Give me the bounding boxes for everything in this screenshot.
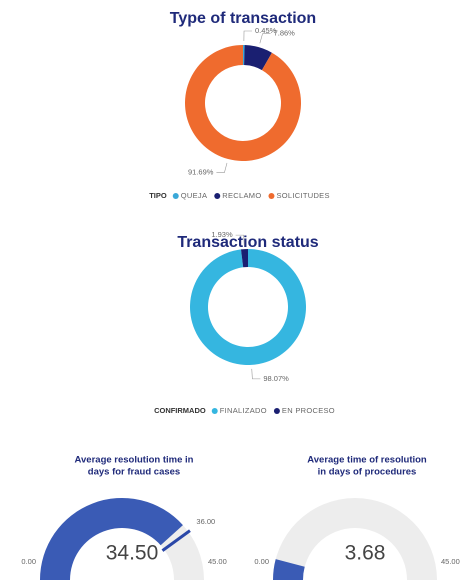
legend-marker [172,193,179,199]
data-label: 1.93% [211,230,233,239]
gauge-tick-label: 0.00 [21,557,36,566]
target-label: 36.00 [196,517,215,526]
legend: TIPO QUEJA RECLAMO SOLICITUDES [149,191,329,200]
gauge-value: 3.68 [345,542,386,565]
legend-marker [268,193,275,199]
donut-slice [244,45,272,71]
data-label: 0.45% [255,26,277,35]
gauge-title: Average resolution time in [75,455,194,466]
data-label: 91.69% [188,168,214,177]
gauge-value: 34.50 [106,542,159,565]
gauge-track [273,498,437,580]
leader-line [243,30,253,42]
leader-line [216,162,228,173]
leader-line [251,368,261,380]
legend-title: CONFIRMADO [154,406,206,415]
legend: CONFIRMADO FINALIZADO EN PROCESO [154,406,335,415]
gauge-tick-label: 45.00 [441,557,460,566]
legend-label: FINALIZADO [220,406,267,415]
legend-label: RECLAMO [222,191,261,200]
gauge-title: in days of procedures [318,467,417,478]
gauge-title: Average time of resolution [307,455,427,466]
donut-slice [243,45,245,66]
chart-title: Transaction status [177,234,318,251]
donut-slice [185,45,301,161]
legend-label: SOLICITUDES [276,191,329,200]
donut-slice [240,249,248,268]
gauge-target [161,529,191,552]
leader-line [235,234,245,246]
legend-label: QUEJA [181,191,208,200]
chart-title: Type of transaction [170,10,316,27]
data-label: 98.07% [263,374,289,383]
gauge-tick-label: 0.00 [254,557,269,566]
gauge-fill [40,498,183,580]
donut-slice [190,249,307,365]
legend-marker [214,193,221,199]
gauge-tick-label: 45.00 [208,557,227,566]
legend-marker [273,408,280,414]
leader-line [259,33,271,44]
legend-title: TIPO [149,191,167,200]
gauge-title: days for fraud cases [88,467,180,478]
data-label: 7.86% [274,29,296,38]
gauge-fill [273,559,305,580]
legend-marker [211,408,218,414]
legend-label: EN PROCESO [282,406,335,415]
